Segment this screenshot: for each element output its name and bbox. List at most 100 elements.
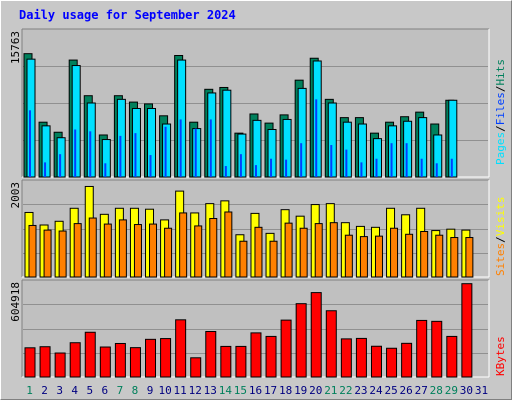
chart-title: Daily usage for September 2024	[19, 8, 236, 22]
files-bar-11	[179, 119, 182, 177]
day-label-3: 3	[56, 384, 63, 397]
kbytes-bar-10	[160, 338, 172, 378]
files-bar-10	[164, 126, 167, 177]
day-label-14: 14	[219, 384, 233, 397]
kbytes-bar-16	[250, 332, 262, 378]
day-label-24: 24	[369, 384, 383, 397]
pages-bar-14	[222, 89, 232, 178]
files-bar-26	[405, 143, 408, 177]
sites-bar-14	[224, 211, 233, 278]
day-label-19: 19	[294, 384, 307, 397]
files-bar-13	[209, 119, 212, 177]
day-label-5: 5	[86, 384, 93, 397]
legend-sep-2: /	[494, 86, 507, 93]
sites-bar-29	[450, 237, 459, 278]
sites-bar-11	[179, 212, 188, 278]
kbytes-bar-13	[205, 330, 217, 378]
sites-bar-5	[88, 217, 97, 278]
kbytes-bar-25	[386, 347, 398, 378]
legend-pages: Pages	[494, 132, 507, 165]
kbytes-bar-23	[355, 337, 367, 378]
day-label-16: 16	[249, 384, 262, 397]
sites-bar-4	[73, 223, 82, 278]
files-bar-3	[59, 154, 62, 177]
sites-bar-10	[164, 227, 173, 278]
sites-bar-2	[43, 229, 52, 278]
sites-bar-15	[239, 240, 248, 278]
files-bar-20	[315, 99, 318, 177]
day-label-31: 31	[475, 384, 488, 397]
kbytes-bar-29	[446, 335, 458, 378]
sites-bar-8	[133, 224, 142, 278]
legend-sites: Sites	[494, 243, 507, 276]
sites-bar-13	[209, 217, 218, 278]
sites-bar-7	[118, 219, 127, 278]
sites-bar-16	[254, 226, 263, 278]
kbytes-bar-30	[461, 283, 473, 378]
sites-bar-12	[194, 225, 203, 278]
legend-sep-1: /	[494, 125, 507, 132]
kbytes-bar-6	[99, 346, 111, 378]
day-label-18: 18	[279, 384, 292, 397]
kbytes-bar-1	[24, 347, 36, 378]
day-label-13: 13	[204, 384, 217, 397]
kbytes-bar-20	[310, 292, 322, 378]
sites-bar-26	[405, 233, 414, 278]
day-label-26: 26	[400, 384, 413, 397]
files-bar-29	[450, 158, 453, 177]
kbytes-bar-2	[39, 346, 51, 378]
files-bar-24	[375, 158, 378, 177]
files-bar-18	[285, 159, 288, 177]
sites-bar-30	[465, 237, 474, 278]
files-bar-16	[254, 165, 257, 177]
day-label-6: 6	[102, 384, 109, 397]
sites-bar-6	[103, 223, 112, 278]
kbytes-bar-7	[114, 342, 126, 378]
day-label-25: 25	[384, 384, 397, 397]
visits-ymax-label: 2003	[9, 182, 22, 209]
files-bar-9	[149, 155, 152, 177]
legend-hits: Hits	[494, 59, 507, 86]
day-label-28: 28	[430, 384, 443, 397]
kbytes-bar-12	[190, 357, 202, 378]
day-label-22: 22	[339, 384, 352, 397]
legend-kbytes: KBytes	[494, 336, 507, 376]
kbytes-bar-4	[69, 342, 81, 378]
kbytes-bar-9	[145, 338, 157, 378]
legend-visits-sites: Sites/Visits	[494, 197, 507, 277]
day-label-20: 20	[309, 384, 322, 397]
kbytes-bar-21	[325, 310, 337, 378]
files-bar-8	[134, 133, 137, 177]
kbytes-bar-15	[235, 345, 247, 378]
day-label-17: 17	[264, 384, 277, 397]
kbytes-bar-27	[416, 319, 428, 378]
kbytes-bar-14	[220, 345, 232, 378]
day-label-27: 27	[415, 384, 428, 397]
day-label-23: 23	[354, 384, 367, 397]
day-label-15: 15	[234, 384, 247, 397]
files-bar-22	[345, 149, 348, 177]
files-bar-19	[300, 143, 303, 177]
day-label-11: 11	[174, 384, 187, 397]
sites-bar-20	[314, 223, 323, 278]
kbytes-ymax-label: 604918	[9, 282, 22, 322]
legend-kbytes: KBytes	[494, 336, 507, 376]
kbytes-bar-28	[431, 320, 443, 378]
day-label-30: 30	[460, 384, 473, 397]
kbytes-bar-3	[54, 352, 66, 378]
day-label-1: 1	[26, 384, 33, 397]
sites-bar-28	[435, 234, 444, 278]
day-label-12: 12	[189, 384, 202, 397]
kbytes-bar-8	[129, 347, 141, 378]
day-label-21: 21	[324, 384, 337, 397]
day-label-10: 10	[158, 384, 171, 397]
files-bar-17	[270, 158, 273, 177]
legend-files: Files	[494, 92, 507, 125]
day-label-7: 7	[117, 384, 124, 397]
files-bar-5	[89, 131, 92, 177]
sites-bar-22	[344, 234, 353, 278]
kbytes-bar-5	[84, 331, 96, 378]
sites-bar-23	[359, 236, 368, 278]
files-bar-7	[119, 135, 122, 177]
